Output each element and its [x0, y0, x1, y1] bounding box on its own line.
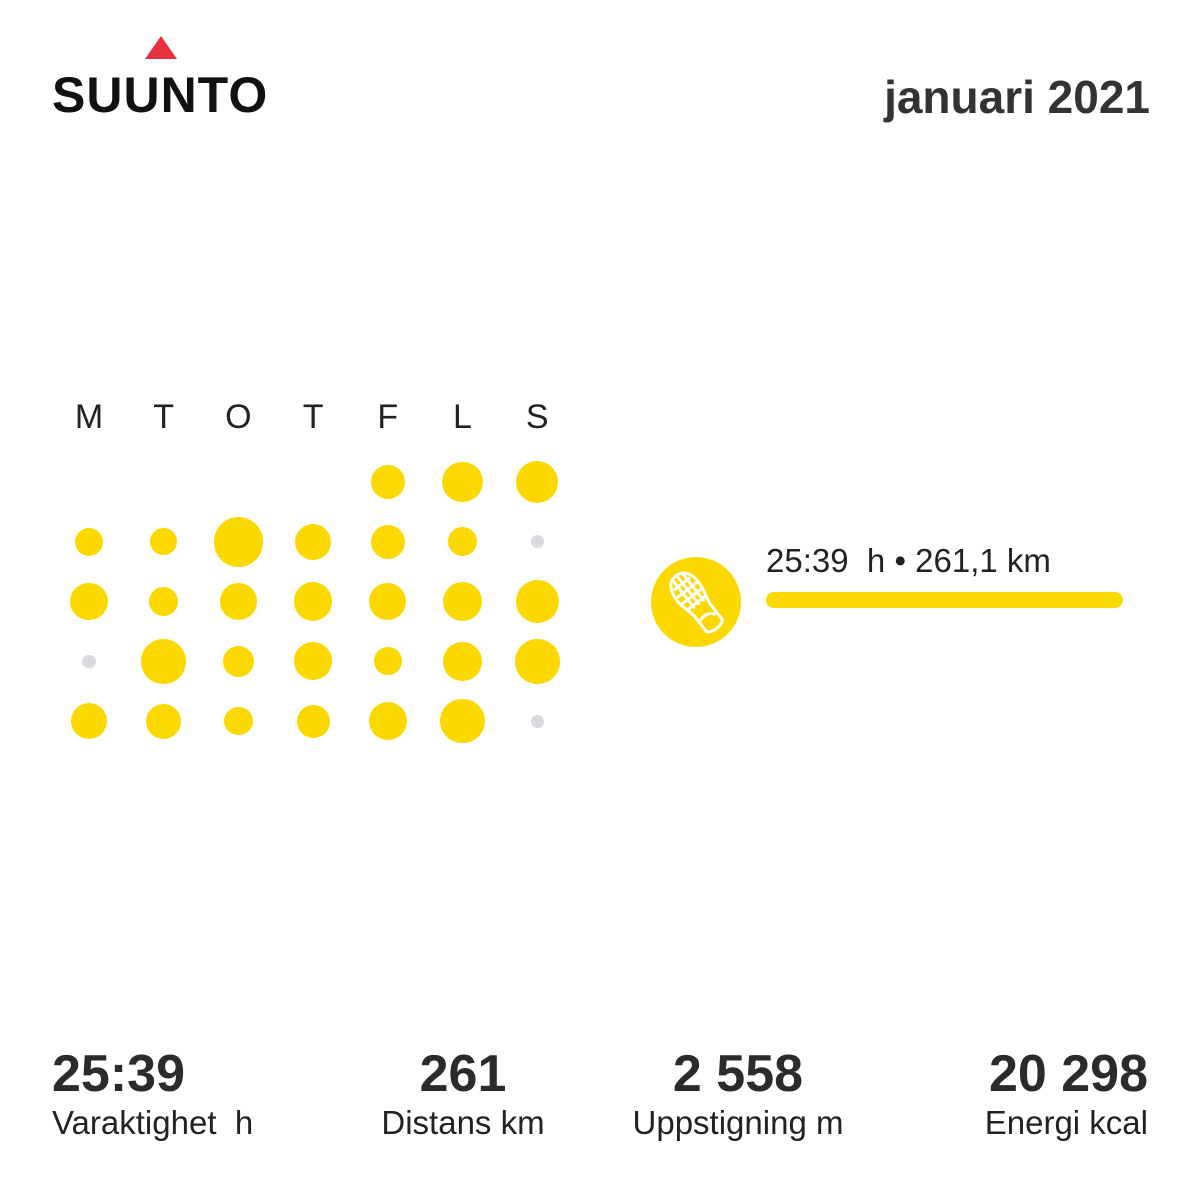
day-activity-dot — [369, 583, 407, 621]
day-activity-dot — [516, 460, 559, 504]
activity-summary: 25:39 h • 261,1 km — [766, 542, 1051, 579]
day-activity-dot — [149, 587, 179, 617]
stat-distance-value: 261 — [419, 1045, 507, 1103]
day-activity-dot — [295, 523, 332, 560]
day-activity-dot — [514, 639, 560, 684]
day-activity-dot — [373, 647, 402, 676]
day-activity-dot — [370, 524, 405, 559]
day-activity-dot — [443, 642, 482, 681]
day-activity-dot — [220, 583, 257, 620]
stat-distance-label: Distans km — [381, 1104, 545, 1141]
stat-ascent: 2 558 Uppstigning m — [608, 1048, 868, 1139]
activity-progress-bar — [766, 592, 1123, 608]
weekday-label: L — [453, 398, 472, 436]
stat-duration-label: Varaktighet h — [52, 1104, 254, 1141]
day-activity-dot — [293, 582, 333, 621]
day-activity-dot — [442, 581, 483, 622]
logo-wordmark: SUUNTO — [52, 67, 269, 123]
suunto-logo: SUUNTO — [50, 36, 272, 120]
day-activity-dot — [296, 704, 330, 738]
stat-energy-value: 20 298 — [988, 1045, 1148, 1103]
day-activity-dot — [370, 464, 405, 500]
day-activity-dot — [222, 645, 254, 677]
running-shoe-icon — [651, 557, 741, 647]
day-rest-dot — [530, 714, 544, 728]
stat-energy-label: Energi kcal — [984, 1104, 1148, 1141]
day-activity-dot — [146, 703, 182, 739]
day-activity-dot — [515, 579, 559, 624]
day-activity-dot — [294, 642, 332, 681]
day-activity-dot — [70, 583, 108, 621]
weekday-label: F — [377, 398, 399, 436]
month-title: januari 2021 — [884, 71, 1150, 123]
stat-duration-value: 25:39 — [52, 1045, 185, 1103]
day-activity-dot — [440, 699, 485, 744]
day-rest-dot — [530, 535, 544, 549]
weekday-label: O — [225, 398, 252, 436]
stat-energy: 20 298 Energi kcal — [985, 1048, 1148, 1139]
day-rest-dot — [82, 654, 96, 668]
weekday-label: S — [525, 398, 549, 436]
day-activity-dot — [447, 527, 478, 557]
logo-triangle-icon — [145, 36, 177, 59]
day-activity-dot — [368, 702, 407, 741]
stat-ascent-value: 2 558 — [672, 1045, 804, 1103]
day-activity-dot — [70, 702, 108, 740]
weekday-label: T — [302, 398, 324, 436]
weekday-label: M — [74, 398, 104, 436]
day-activity-dot — [213, 517, 264, 567]
day-activity-dot — [442, 461, 483, 503]
day-activity-dot — [224, 706, 253, 736]
day-activity-dot — [141, 639, 186, 684]
weekday-label: T — [153, 398, 175, 436]
stat-ascent-label: Uppstigning m — [632, 1104, 844, 1141]
day-activity-dot — [150, 528, 178, 556]
day-activity-dot — [74, 527, 104, 557]
stat-duration: 25:39 Varaktighet h — [52, 1048, 253, 1139]
stat-distance: 261 Distans km — [363, 1048, 563, 1139]
